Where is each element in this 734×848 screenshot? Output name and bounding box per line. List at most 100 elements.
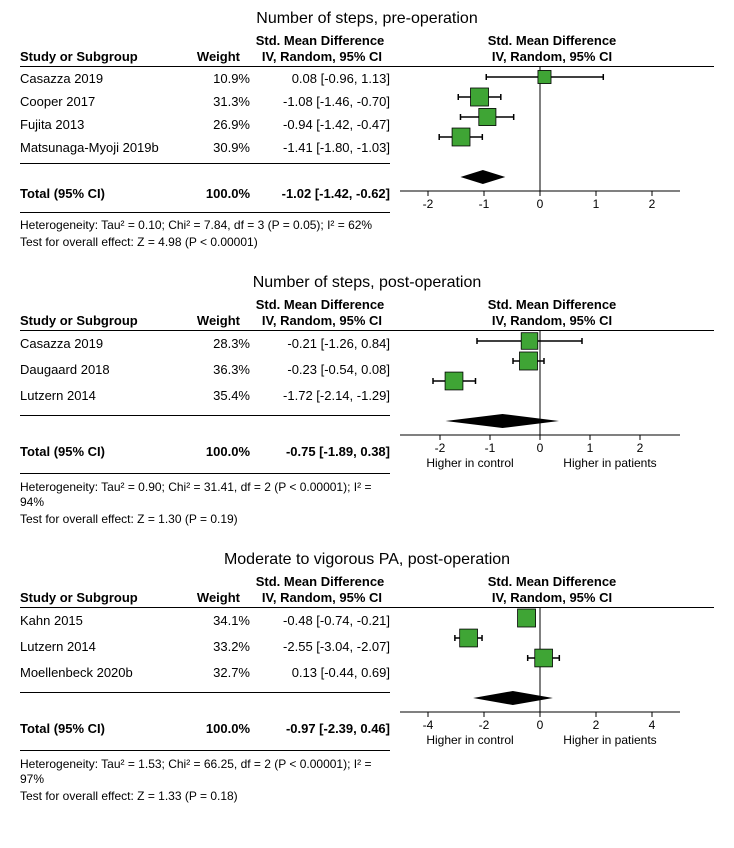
col-header-graph-top: Std. Mean Difference: [390, 296, 714, 313]
overall-effect-text: Test for overall effect: Z = 1.33 (P = 0…: [20, 789, 390, 804]
total-label: Total (95% CI): [20, 182, 180, 202]
divider: [20, 692, 390, 693]
total-weight: 100.0%: [180, 717, 250, 737]
svg-text:2: 2: [593, 718, 600, 732]
total-weight: 100.0%: [180, 440, 250, 460]
svg-text:1: 1: [593, 197, 600, 211]
svg-text:0: 0: [537, 197, 544, 211]
col-header-graph: IV, Random, 95% CI: [390, 49, 714, 67]
study-weight: 34.1%: [180, 612, 250, 629]
col-header-weight: Weight: [180, 313, 250, 331]
forest-graph-cell: -2 -1 0 1 2 Higher in control Higher in patien…: [390, 331, 714, 478]
forest-graph-cell: -4-2024Higher in controlHigher in patien…: [390, 608, 714, 755]
study-effect: -1.08 [-1.46, -0.70]: [250, 93, 390, 110]
study-effect: -1.41 [-1.80, -1.03]: [250, 139, 390, 156]
col-header-graph: IV, Random, 95% CI: [390, 590, 714, 608]
study-name: Daugaard 2018: [20, 361, 180, 378]
col-header-effect-top: Std. Mean Difference: [250, 573, 390, 590]
svg-text:-1: -1: [485, 441, 496, 455]
study-weight: 32.7%: [180, 664, 250, 681]
forest-plot-2: Moderate to vigorous PA, post-operation S…: [20, 551, 714, 804]
col-header-graph-top: Std. Mean Difference: [390, 573, 714, 590]
study-name: Casazza 2019: [20, 335, 180, 352]
study-effect: -2.55 [-3.04, -2.07]: [250, 638, 390, 655]
divider: [20, 212, 390, 213]
svg-text:4: 4: [649, 718, 656, 732]
total-effect: -0.75 [-1.89, 0.38]: [250, 440, 390, 460]
study-name: Fujita 2013: [20, 116, 180, 133]
study-weight: 31.3%: [180, 93, 250, 110]
svg-text:-2: -2: [479, 718, 490, 732]
col-header-study: Study or Subgroup: [20, 49, 180, 67]
svg-text:-2: -2: [423, 197, 434, 211]
total-label: Total (95% CI): [20, 440, 180, 460]
col-header-study: Study or Subgroup: [20, 313, 180, 331]
col-header-study: Study or Subgroup: [20, 590, 180, 608]
col-header-effect: IV, Random, 95% CI: [250, 590, 390, 608]
divider: [20, 415, 390, 416]
study-name: Lutzern 2014: [20, 638, 180, 655]
svg-text:-1: -1: [479, 197, 490, 211]
study-name: Lutzern 2014: [20, 387, 180, 404]
study-name: Moellenbeck 2020b: [20, 664, 180, 681]
plot-title: Number of steps, pre-operation: [20, 10, 714, 28]
study-name: Matsunaga-Myoji 2019b: [20, 139, 180, 156]
plot-grid: Std. Mean DifferenceStd. Mean Difference…: [20, 573, 714, 804]
study-effect: -0.94 [-1.42, -0.47]: [250, 116, 390, 133]
study-weight: 26.9%: [180, 116, 250, 133]
study-effect: -0.23 [-0.54, 0.08]: [250, 361, 390, 378]
overall-effect-text: Test for overall effect: Z = 4.98 (P < 0…: [20, 235, 390, 250]
forest-plots-container: Number of steps, pre-operation Std. Mean …: [0, 0, 734, 848]
study-effect: 0.13 [-0.44, 0.69]: [250, 664, 390, 681]
forest-svg: -2 -1 0 1 2 Higher in control Higher in patien…: [390, 331, 690, 475]
study-name: Casazza 2019: [20, 70, 180, 87]
total-label: Total (95% CI): [20, 717, 180, 737]
plot-title: Number of steps, post-operation: [20, 274, 714, 292]
forest-plot-0: Number of steps, pre-operation Std. Mean …: [20, 10, 714, 250]
study-weight: 10.9%: [180, 70, 250, 87]
svg-text:2: 2: [637, 441, 644, 455]
svg-text:-2: -2: [435, 441, 446, 455]
study-weight: 35.4%: [180, 387, 250, 404]
overall-effect-text: Test for overall effect: Z = 1.30 (P = 0…: [20, 512, 390, 527]
study-effect: -0.48 [-0.74, -0.21]: [250, 612, 390, 629]
plot-grid: Std. Mean DifferenceStd. Mean Difference…: [20, 32, 714, 250]
study-weight: 36.3%: [180, 361, 250, 378]
total-weight: 100.0%: [180, 182, 250, 202]
study-effect: -1.72 [-2.14, -1.29]: [250, 387, 390, 404]
svg-text:0: 0: [537, 441, 544, 455]
study-effect: 0.08 [-0.96, 1.13]: [250, 70, 390, 87]
col-header-weight: Weight: [180, 590, 250, 608]
forest-svg: -2 -1 0 1 2: [390, 67, 690, 213]
col-header-weight: Weight: [180, 49, 250, 67]
svg-text:-4: -4: [423, 718, 434, 732]
svg-text:Higher in patients: Higher in patients: [563, 456, 656, 470]
forest-graph-cell: -2 -1 0 1 2: [390, 67, 714, 216]
plot-title: Moderate to vigorous PA, post-operation: [20, 551, 714, 569]
total-effect: -0.97 [-2.39, 0.46]: [250, 717, 390, 737]
col-header-effect-top: Std. Mean Difference: [250, 296, 390, 313]
study-name: Kahn 2015: [20, 612, 180, 629]
svg-text:Higher in control: Higher in control: [426, 456, 513, 470]
col-header-effect: IV, Random, 95% CI: [250, 49, 390, 67]
divider: [20, 163, 390, 164]
forest-plot-1: Number of steps, post-operation Std. Mean…: [20, 274, 714, 527]
heterogeneity-text: Heterogeneity: Tau² = 1.53; Chi² = 66.25…: [20, 757, 390, 787]
svg-text:Higher in control: Higher in control: [426, 733, 513, 747]
col-header-graph: IV, Random, 95% CI: [390, 313, 714, 331]
divider: [20, 750, 390, 751]
svg-text:1: 1: [587, 441, 594, 455]
study-effect: -0.21 [-1.26, 0.84]: [250, 335, 390, 352]
study-weight: 28.3%: [180, 335, 250, 352]
heterogeneity-text: Heterogeneity: Tau² = 0.10; Chi² = 7.84,…: [20, 218, 390, 233]
divider: [20, 473, 390, 474]
svg-text:2: 2: [649, 197, 656, 211]
study-name: Cooper 2017: [20, 93, 180, 110]
study-weight: 30.9%: [180, 139, 250, 156]
total-effect: -1.02 [-1.42, -0.62]: [250, 182, 390, 202]
plot-grid: Std. Mean DifferenceStd. Mean Difference…: [20, 296, 714, 527]
study-weight: 33.2%: [180, 638, 250, 655]
forest-svg: -4-2024Higher in controlHigher in patien…: [390, 608, 690, 752]
svg-text:0: 0: [537, 718, 544, 732]
col-header-effect: IV, Random, 95% CI: [250, 313, 390, 331]
